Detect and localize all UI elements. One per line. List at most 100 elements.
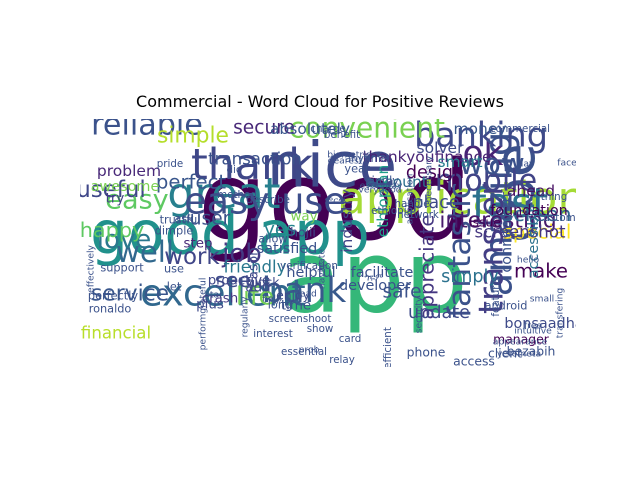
word-cloud-word: transfer xyxy=(472,182,511,314)
word-cloud-word: essential xyxy=(281,346,327,358)
word-cloud-word: thing xyxy=(541,191,568,203)
word-cloud-word: financial xyxy=(81,324,151,343)
word-cloud-word: cbe xyxy=(484,143,548,243)
word-cloud-word: verygood xyxy=(358,185,401,196)
word-cloud-word: issue xyxy=(469,215,501,230)
word-cloud-word: enjoy xyxy=(276,288,310,303)
word-cloud-word: year xyxy=(344,163,370,176)
word-cloud-word: customer xyxy=(538,212,576,224)
word-cloud-word: design xyxy=(406,163,464,183)
word-cloud-word: industry xyxy=(338,189,356,253)
word-cloud-word: interesting xyxy=(439,209,556,234)
word-cloud-word: simply xyxy=(441,267,499,287)
word-cloud-word: access xyxy=(453,354,495,368)
word-cloud-word: safe xyxy=(382,282,421,303)
word-cloud-word: ahead xyxy=(507,182,555,200)
word-cloud-word: relay xyxy=(329,354,355,366)
word-cloud-word: friendly xyxy=(224,258,287,277)
word-cloud-word: yetemeta xyxy=(497,349,541,360)
word-cloud-word: block xyxy=(247,275,281,290)
word-cloud-word: money xyxy=(453,120,506,138)
word-cloud-word: show xyxy=(307,323,334,335)
word-cloud-word: dic xyxy=(226,164,241,176)
word-cloud-word: reason xyxy=(247,247,262,292)
word-cloud-word: screenshoot xyxy=(269,313,332,325)
word-cloud-word: method xyxy=(217,189,257,201)
word-cloud-word: face xyxy=(557,158,576,169)
word-cloud-word: appreciate xyxy=(416,214,439,319)
word-cloud-word: bezabih xyxy=(507,344,556,359)
word-cloud-word: user xyxy=(190,209,231,230)
word-cloud-word: plus xyxy=(196,298,224,313)
word-cloud-word: everyday xyxy=(360,181,403,192)
word-cloud-word: simple xyxy=(157,124,229,149)
word-cloud-word: describe xyxy=(246,194,290,206)
word-cloud-word: verification xyxy=(280,260,338,272)
word-cloud-word: place xyxy=(412,193,459,213)
word-cloud-word: star xyxy=(205,290,223,301)
word-cloud-word: application xyxy=(405,173,416,224)
word-cloud-word: perfect xyxy=(156,171,227,194)
word-cloud-word: secure xyxy=(233,119,295,139)
word-cloud-word: charge xyxy=(310,123,345,135)
word-cloud-word: add xyxy=(245,281,270,296)
word-cloud-word: security xyxy=(414,296,425,333)
word-cloud-word: happy xyxy=(80,218,144,242)
word-cloud-word: ግሩም xyxy=(364,273,384,284)
word-cloud-word: ethiopia xyxy=(371,205,413,217)
word-cloud-word: life xyxy=(236,282,274,311)
word-cloud-word: efficient xyxy=(382,327,394,367)
word-cloud-word: prob xyxy=(299,345,320,356)
word-cloud-word: hojii xyxy=(290,225,316,240)
word-cloud-word: bank xyxy=(262,271,347,311)
word-cloud-word: thankyoufinance xyxy=(362,148,491,166)
word-cloud-word: way xyxy=(290,210,317,225)
word-cloud-word: regularly xyxy=(240,296,251,337)
word-cloud-word: hello xyxy=(517,255,540,266)
word-cloud-word: client xyxy=(488,346,522,361)
word-cloud-word: crash xyxy=(202,292,239,307)
word-cloud-word: support xyxy=(100,262,144,275)
word-cloud-word: ok xyxy=(463,134,504,174)
word-cloud-word: connection xyxy=(499,193,515,272)
word-cloud-word: yes xyxy=(264,220,296,241)
word-cloud-word: job xyxy=(221,239,262,269)
word-cloud-word: thank xyxy=(191,140,313,190)
word-cloud-word: let xyxy=(167,281,182,294)
word-cloud-word: time xyxy=(281,299,311,314)
word-cloud-word: small xyxy=(530,294,554,305)
word-cloud-word: card xyxy=(339,333,362,345)
word-cloud-word: useful xyxy=(80,177,146,203)
word-cloud-word: dimple xyxy=(155,225,194,238)
word-cloud-word: trustful xyxy=(160,214,201,227)
word-cloud-word: service xyxy=(91,282,169,307)
word-cloud-word: foundation xyxy=(490,203,568,219)
word-cloud-word: app xyxy=(280,221,467,336)
word-cloud-word: appearance xyxy=(493,337,548,348)
word-cloud-word: special xyxy=(503,221,572,244)
word-cloud-word: absolutely xyxy=(270,120,350,138)
word-cloud-word: lead xyxy=(297,289,317,300)
word-cloud-word: well xyxy=(116,235,174,269)
word-cloud-word: satisfied xyxy=(257,241,318,257)
word-cloud-word: accessible xyxy=(526,204,542,279)
word-cloud-word: work xyxy=(164,244,220,270)
word-cloud-word: problem xyxy=(97,162,161,180)
word-cloud-word: banking xyxy=(414,119,548,155)
word-cloud-word: benefit xyxy=(324,129,360,141)
word-cloud-word: pride xyxy=(157,158,184,170)
word-cloud-word: love xyxy=(97,225,152,255)
word-cloud-word: ask xyxy=(174,213,194,226)
word-cloud-word: try xyxy=(106,192,125,207)
word-cloud-word: ronaldo xyxy=(89,303,132,316)
word-cloud-word: awesome xyxy=(91,179,160,195)
word-cloud-word: intuitive xyxy=(514,326,552,337)
word-cloud-word: android xyxy=(485,300,528,313)
word-cloud-word: reliable xyxy=(91,119,203,143)
word-cloud-word: easy use xyxy=(184,180,346,223)
word-cloud-word: feature xyxy=(490,279,502,316)
word-cloud-word: manager xyxy=(493,332,550,347)
word-cloud-word: make xyxy=(514,260,568,283)
